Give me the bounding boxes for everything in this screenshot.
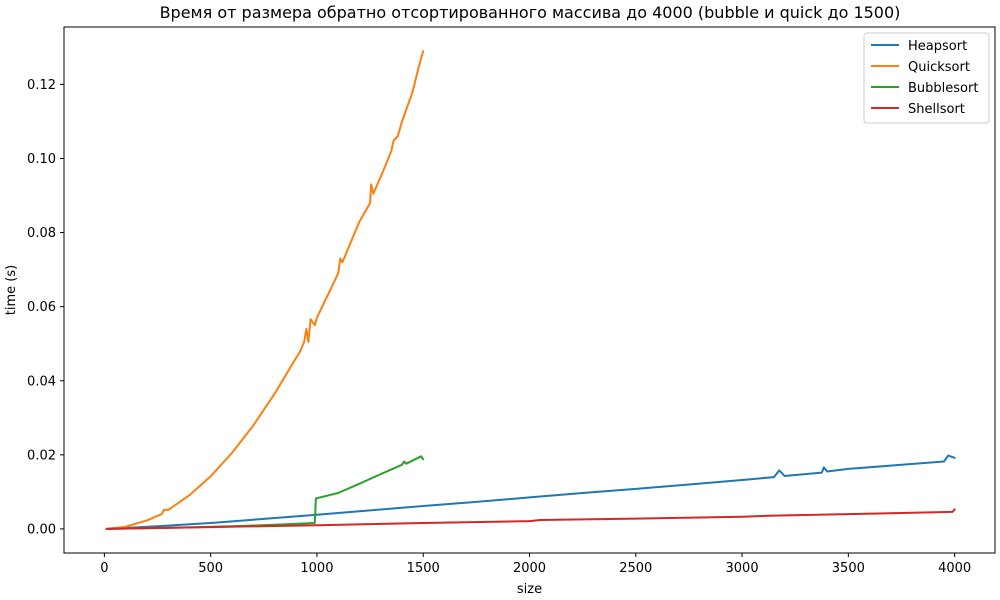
y-tick-label: 0.12	[27, 78, 56, 93]
legend-label: Heapsort	[908, 39, 967, 54]
x-tick-label: 1000	[300, 561, 333, 576]
legend-label: Shellsort	[908, 102, 965, 117]
x-tick-label: 3000	[726, 561, 759, 576]
y-axis-title: time (s)	[4, 265, 19, 315]
y-tick-label: 0.00	[27, 522, 56, 537]
y-tick-label: 0.08	[27, 226, 56, 241]
x-tick-label: 3500	[832, 561, 865, 576]
x-tick-label: 2000	[513, 561, 546, 576]
y-tick-label: 0.04	[27, 374, 56, 389]
x-axis: 0 500 1000 1500 2000 2500 3000 3500 4000	[100, 553, 971, 576]
y-tick-label: 0.10	[27, 152, 56, 167]
series-line-shellsort	[105, 508, 956, 530]
x-tick-label: 0	[100, 561, 108, 576]
x-tick-label: 1500	[407, 561, 440, 576]
legend-box	[863, 32, 990, 124]
y-axis: 0.00 0.02 0.04 0.06 0.08 0.10 0.12	[27, 78, 64, 537]
x-tick-label: 4000	[938, 561, 971, 576]
series-line-quicksort	[105, 50, 425, 530]
series-line-heapsort	[105, 454, 956, 530]
legend-label: Quicksort	[908, 60, 970, 75]
y-tick-label: 0.02	[27, 448, 56, 463]
y-tick-label: 0.06	[27, 300, 56, 315]
chart-title: Время от размера обратно отсортированног…	[160, 3, 901, 22]
x-axis-title: size	[517, 582, 542, 597]
x-tick-label: 500	[198, 561, 223, 576]
legend: Heapsort Quicksort Bubblesort Shellsort	[863, 32, 990, 124]
x-tick-label: 2500	[619, 561, 652, 576]
legend-label: Bubblesort	[908, 81, 978, 96]
plot-lines	[105, 50, 956, 530]
